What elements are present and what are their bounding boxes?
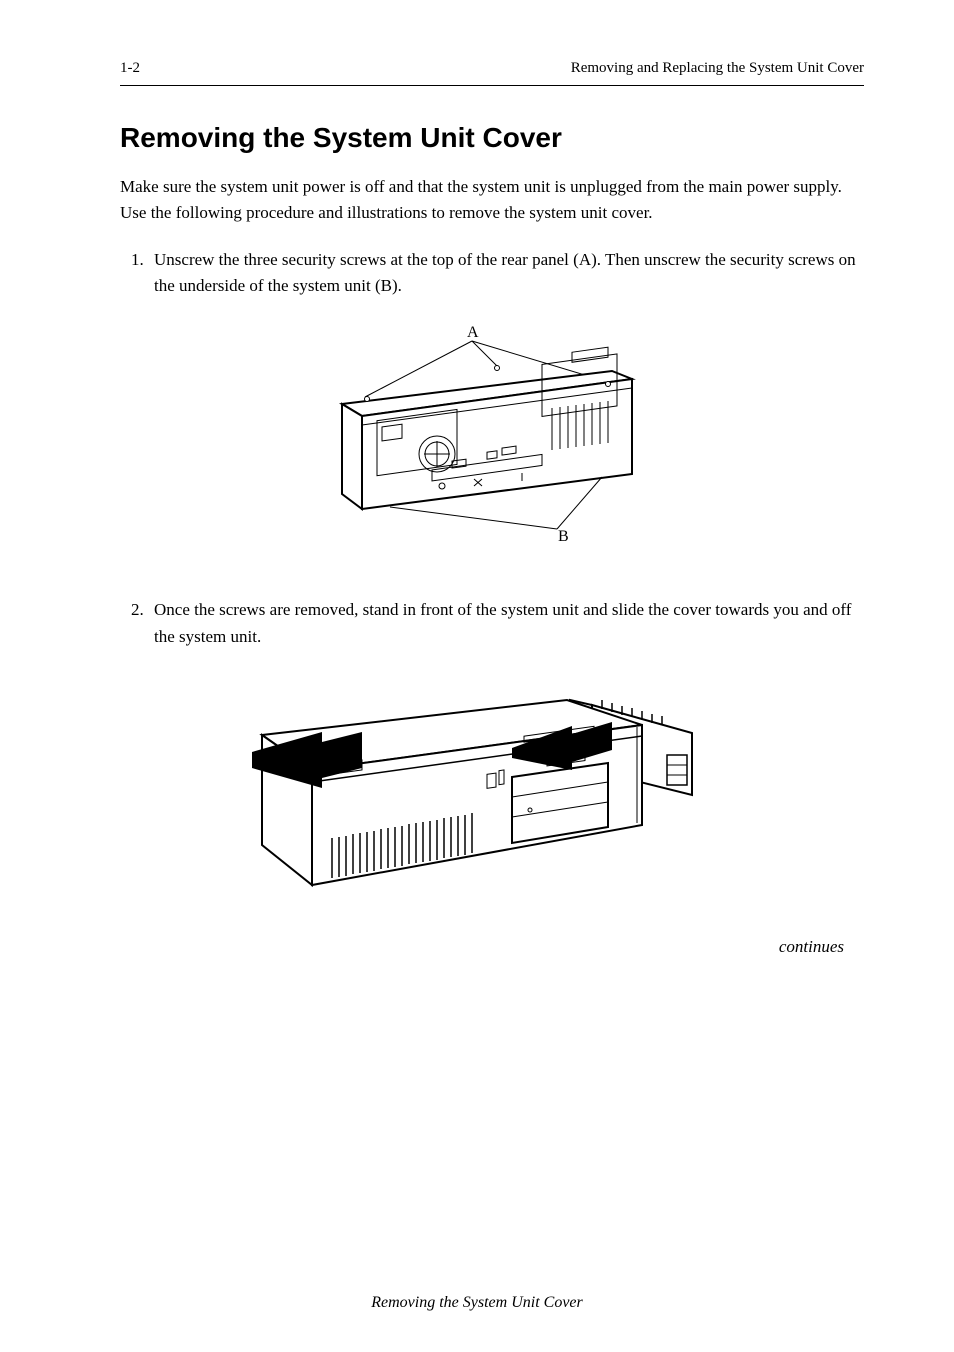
page: 1-2 Removing and Replacing the System Un… [0, 0, 954, 1352]
page-header: 1-2 Removing and Replacing the System Un… [120, 60, 864, 86]
steps-list: Unscrew the three security screws at the… [120, 247, 864, 300]
figure-screws: A [120, 319, 864, 569]
rear-view-svg: A [282, 319, 702, 569]
continuation: continues [120, 934, 844, 960]
label-a: A [467, 324, 479, 341]
intro-paragraph: Make sure the system unit power is off a… [120, 174, 864, 227]
label-b: B [558, 528, 569, 545]
step-1: Unscrew the three security screws at the… [148, 247, 864, 300]
header-running-title: Removing and Replacing the System Unit C… [571, 60, 864, 77]
header-page-number: 1-2 [120, 60, 140, 77]
steps-list-2: Once the screws are removed, stand in fr… [120, 597, 864, 650]
section-title: Removing the System Unit Cover [120, 122, 864, 154]
figure-slide-cover [120, 670, 864, 910]
slide-cover-svg [212, 670, 772, 910]
step-2: Once the screws are removed, stand in fr… [148, 597, 864, 650]
page-footer: Removing the System Unit Cover [0, 1294, 954, 1312]
